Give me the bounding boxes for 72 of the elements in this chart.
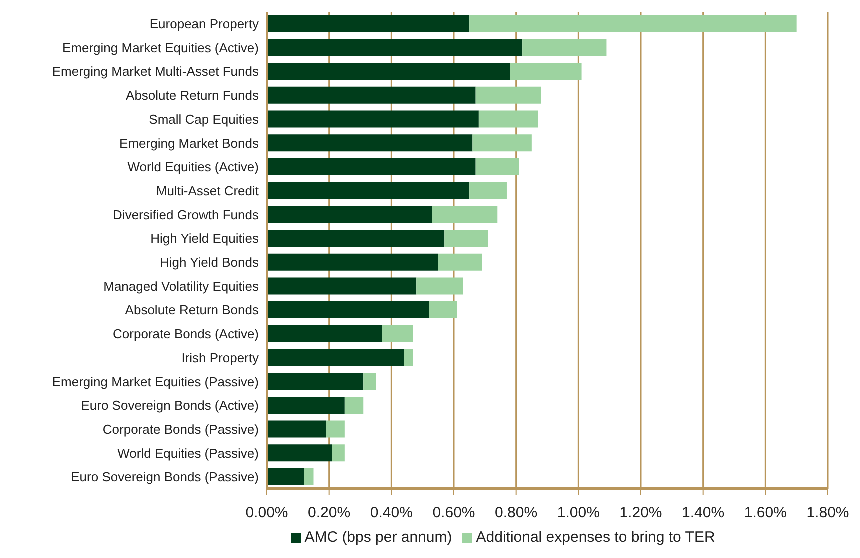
bar bbox=[267, 349, 404, 366]
bar bbox=[476, 86, 542, 104]
y-tick-label: Irish Property bbox=[182, 350, 260, 366]
bar bbox=[267, 278, 417, 295]
bar bbox=[438, 254, 482, 271]
bar bbox=[326, 420, 345, 438]
bar bbox=[267, 134, 473, 152]
y-tick-label: Multi-Asset Credit bbox=[156, 183, 260, 198]
y-tick-label: Emerging Market Equities (Passive) bbox=[52, 374, 259, 390]
y-tick-label: Emerging Market Equities (Active) bbox=[62, 40, 259, 56]
bar bbox=[267, 86, 476, 104]
bar bbox=[267, 15, 470, 32]
x-tick-label: 0.20% bbox=[308, 504, 351, 522]
y-tick-label: High Yield Equities bbox=[150, 231, 260, 246]
x-tick-label: 1.00% bbox=[557, 504, 600, 522]
bar bbox=[364, 373, 376, 390]
bar bbox=[416, 278, 464, 295]
bar bbox=[267, 63, 510, 80]
x-tick-label: 1.40% bbox=[682, 504, 725, 522]
bar bbox=[267, 396, 345, 414]
bar bbox=[522, 39, 607, 56]
bar bbox=[267, 302, 430, 319]
y-tick-label: Absolute Return Funds bbox=[126, 88, 260, 104]
bar bbox=[267, 468, 304, 486]
y-tick-label: Small Cap Equities bbox=[149, 112, 260, 127]
bar bbox=[267, 182, 470, 200]
bar bbox=[267, 373, 364, 390]
bar bbox=[332, 444, 345, 462]
y-tick-label: World Equities (Passive) bbox=[118, 446, 259, 461]
bar bbox=[344, 396, 364, 414]
bar bbox=[429, 302, 458, 319]
bar bbox=[432, 206, 498, 224]
bar bbox=[267, 158, 476, 176]
x-tick-label: 1.20% bbox=[620, 504, 662, 522]
bar bbox=[267, 110, 479, 128]
x-tick-label: 0.80% bbox=[495, 504, 538, 522]
y-tick-label: European Property bbox=[150, 16, 260, 32]
y-tick-label: Corporate Bonds (Active) bbox=[113, 326, 259, 342]
bar bbox=[267, 206, 432, 224]
y-tick-label: Emerging Market Bonds bbox=[120, 136, 260, 151]
x-tick-label: 1.60% bbox=[744, 504, 787, 522]
bar bbox=[304, 468, 314, 486]
bar bbox=[267, 444, 332, 462]
legend-label: AMC (bps per annum) bbox=[304, 529, 452, 546]
bar bbox=[267, 230, 445, 247]
bar bbox=[267, 325, 382, 342]
bar bbox=[382, 325, 414, 342]
x-tick-label: 0.40% bbox=[370, 504, 413, 522]
bar bbox=[470, 182, 507, 200]
x-tick-label: 0.00% bbox=[246, 504, 288, 522]
x-tick-label: 0.60% bbox=[432, 504, 476, 522]
bar bbox=[267, 420, 326, 438]
y-tick-label: Absolute Return Bonds bbox=[125, 302, 260, 318]
bar bbox=[510, 63, 582, 80]
bar bbox=[476, 158, 520, 176]
legend-label: Additional expenses to bring to TER bbox=[476, 529, 716, 546]
y-tick-label: Diversified Growth Funds bbox=[113, 207, 260, 222]
y-tick-label: World Equities (Active) bbox=[128, 160, 259, 175]
y-tick-label: Emerging Market Multi-Asset Funds bbox=[52, 64, 260, 80]
y-tick-label: Euro Sovereign Bonds (Passive) bbox=[71, 470, 259, 485]
bar bbox=[404, 349, 414, 366]
y-tick-label: Euro Sovereign Bonds (Active) bbox=[81, 398, 259, 414]
bar bbox=[267, 254, 438, 271]
bar bbox=[267, 39, 523, 56]
bar bbox=[472, 134, 532, 152]
bar bbox=[478, 110, 538, 128]
y-tick-label: High Yield Bonds bbox=[160, 255, 260, 270]
y-tick-label: Corporate Bonds (Passive) bbox=[102, 422, 259, 437]
bar bbox=[444, 230, 488, 247]
y-tick-label: Managed Volatility Equities bbox=[104, 278, 260, 294]
x-tick-label: 1.80% bbox=[806, 504, 850, 522]
bar bbox=[470, 15, 797, 32]
